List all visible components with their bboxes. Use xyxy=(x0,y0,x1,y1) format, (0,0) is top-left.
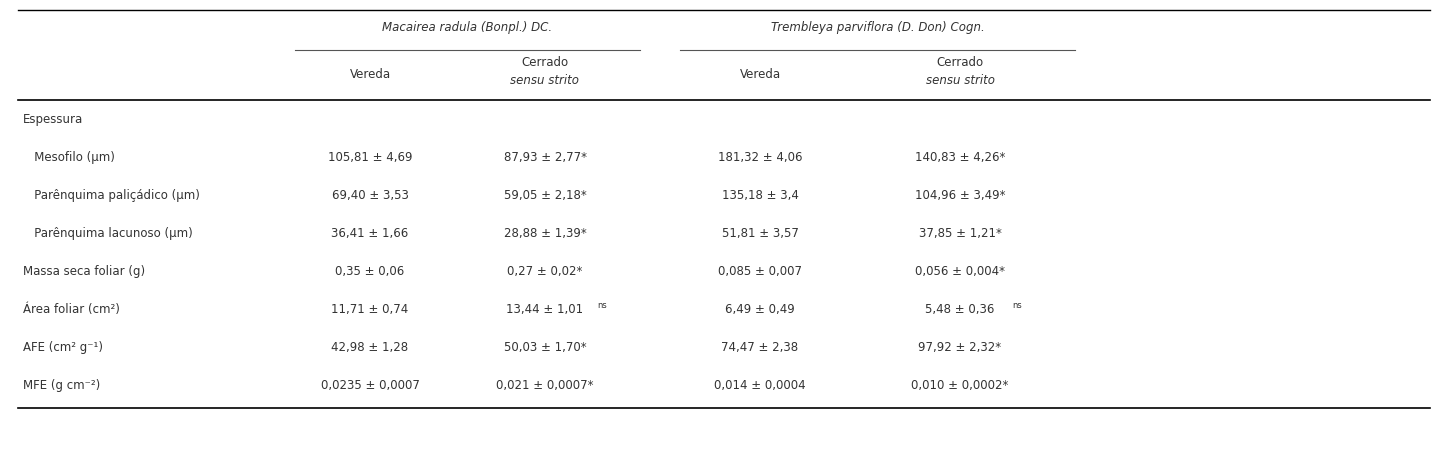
Text: 181,32 ± 4,06: 181,32 ± 4,06 xyxy=(718,152,802,164)
Text: 0,010 ± 0,0002*: 0,010 ± 0,0002* xyxy=(912,380,1009,393)
Text: Massa seca foliar (g): Massa seca foliar (g) xyxy=(23,266,144,278)
Text: Cerrado: Cerrado xyxy=(522,55,568,69)
Text: ns: ns xyxy=(1011,301,1022,311)
Text: 140,83 ± 4,26*: 140,83 ± 4,26* xyxy=(915,152,1006,164)
Text: Vereda: Vereda xyxy=(740,68,780,80)
Text: 0,085 ± 0,007: 0,085 ± 0,007 xyxy=(718,266,802,278)
Text: 0,35 ± 0,06: 0,35 ± 0,06 xyxy=(335,266,405,278)
Text: 0,021 ± 0,0007*: 0,021 ± 0,0007* xyxy=(496,380,594,393)
Text: 13,44 ± 1,01: 13,44 ± 1,01 xyxy=(506,304,584,316)
Text: 5,48 ± 0,36: 5,48 ± 0,36 xyxy=(925,304,994,316)
Text: 6,49 ± 0,49: 6,49 ± 0,49 xyxy=(725,304,795,316)
Text: sensu strito: sensu strito xyxy=(510,74,579,87)
Text: 0,0235 ± 0,0007: 0,0235 ± 0,0007 xyxy=(321,380,419,393)
Text: Parênquima lacunoso (µm): Parênquima lacunoso (µm) xyxy=(23,227,192,241)
Text: 69,40 ± 3,53: 69,40 ± 3,53 xyxy=(331,189,409,202)
Text: 135,18 ± 3,4: 135,18 ± 3,4 xyxy=(721,189,799,202)
Text: Espessura: Espessura xyxy=(23,114,84,127)
Text: AFE (cm² g⁻¹): AFE (cm² g⁻¹) xyxy=(23,341,103,355)
Text: sensu strito: sensu strito xyxy=(925,74,994,87)
Text: Vereda: Vereda xyxy=(350,68,390,80)
Text: 59,05 ± 2,18*: 59,05 ± 2,18* xyxy=(504,189,587,202)
Text: 0,27 ± 0,02*: 0,27 ± 0,02* xyxy=(507,266,582,278)
Text: MFE (g cm⁻²): MFE (g cm⁻²) xyxy=(23,380,100,393)
Text: 97,92 ± 2,32*: 97,92 ± 2,32* xyxy=(919,341,1001,355)
Text: Parênquima paliçádico (µm): Parênquima paliçádico (µm) xyxy=(23,189,199,202)
Text: 37,85 ± 1,21*: 37,85 ± 1,21* xyxy=(919,227,1001,241)
Text: 11,71 ± 0,74: 11,71 ± 0,74 xyxy=(331,304,409,316)
Text: 51,81 ± 3,57: 51,81 ± 3,57 xyxy=(721,227,799,241)
Text: ns: ns xyxy=(597,301,607,311)
Text: 0,014 ± 0,0004: 0,014 ± 0,0004 xyxy=(714,380,806,393)
Text: Área foliar (cm²): Área foliar (cm²) xyxy=(23,304,120,316)
Text: Macairea radula (Bonpl.) DC.: Macairea radula (Bonpl.) DC. xyxy=(383,21,552,35)
Text: 28,88 ± 1,39*: 28,88 ± 1,39* xyxy=(504,227,587,241)
Text: 42,98 ± 1,28: 42,98 ± 1,28 xyxy=(331,341,409,355)
Text: Trembleya parviflora (D. Don) Cogn.: Trembleya parviflora (D. Don) Cogn. xyxy=(770,21,984,35)
Text: 50,03 ± 1,70*: 50,03 ± 1,70* xyxy=(504,341,587,355)
Text: 36,41 ± 1,66: 36,41 ± 1,66 xyxy=(331,227,409,241)
Text: 74,47 ± 2,38: 74,47 ± 2,38 xyxy=(721,341,799,355)
Text: Mesofilo (µm): Mesofilo (µm) xyxy=(23,152,114,164)
Text: 104,96 ± 3,49*: 104,96 ± 3,49* xyxy=(915,189,1006,202)
Text: 0,056 ± 0,004*: 0,056 ± 0,004* xyxy=(915,266,1006,278)
Text: 105,81 ± 4,69: 105,81 ± 4,69 xyxy=(328,152,412,164)
Text: Cerrado: Cerrado xyxy=(936,55,984,69)
Text: 87,93 ± 2,77*: 87,93 ± 2,77* xyxy=(503,152,587,164)
